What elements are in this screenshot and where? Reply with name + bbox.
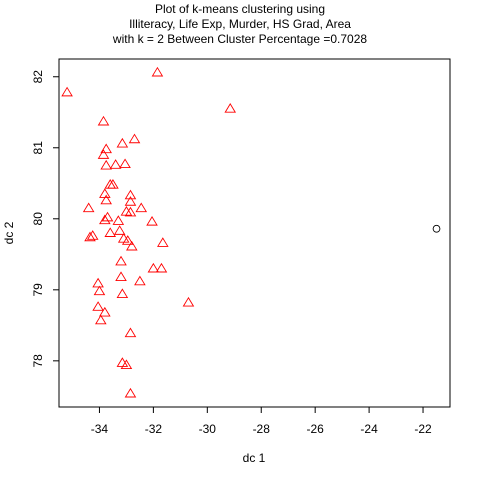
data-point-triangle	[97, 149, 110, 159]
y-tick-label: 81	[31, 141, 45, 155]
data-point-triangle	[151, 66, 164, 77]
data-point-triangle	[119, 158, 131, 169]
data-point-triangle	[92, 301, 104, 311]
data-point-triangle	[124, 206, 137, 217]
data-point-triangle	[116, 288, 129, 299]
data-point-triangle	[115, 255, 127, 266]
chart-title-line-1: Plot of k-means clustering using	[154, 2, 326, 16]
data-point-triangle	[99, 188, 111, 198]
data-point-triangle	[86, 230, 99, 240]
data-point-triangle	[224, 103, 237, 113]
data-point-triangle	[115, 271, 127, 281]
data-point-triangle	[147, 262, 160, 273]
data-point-triangle	[107, 179, 119, 189]
data-point-triangle	[99, 214, 111, 225]
data-point-triangle	[124, 387, 137, 398]
data-point-triangle	[146, 215, 158, 226]
data-point-triangle	[120, 359, 133, 370]
x-tick-label: -32	[145, 422, 163, 436]
data-point-triangle	[182, 296, 195, 307]
data-point-triangle	[101, 211, 114, 222]
x-tick-label: -22	[414, 422, 432, 436]
x-tick-label: -34	[91, 422, 109, 436]
data-point-triangle	[113, 225, 126, 235]
data-point-triangle	[124, 196, 137, 206]
data-point-triangle	[124, 327, 137, 338]
data-point-triangle	[61, 86, 73, 97]
data-point-triangle	[104, 227, 117, 237]
x-tick-label: -24	[360, 422, 378, 436]
data-point-triangle	[82, 202, 95, 213]
data-point-triangle	[117, 233, 130, 243]
data-point-triangle	[135, 202, 148, 213]
x-axis-label: dc 1	[243, 451, 266, 465]
y-tick-label: 80	[31, 212, 45, 226]
data-point-circle	[432, 224, 441, 233]
data-point-triangle	[128, 133, 141, 144]
data-point-triangle	[120, 206, 133, 216]
data-point-triangle	[116, 357, 129, 367]
x-tick-label: -26	[307, 422, 325, 436]
data-point-triangle	[157, 237, 169, 247]
data-point-triangle	[95, 314, 107, 325]
data-point-triangle	[116, 137, 129, 148]
data-point-triangle	[121, 235, 134, 245]
y-axis: 78 79 80 81 82	[31, 70, 59, 368]
x-tick-label: -30	[199, 422, 217, 436]
data-point-triangle	[112, 215, 125, 225]
y-tick-label: 79	[31, 283, 45, 297]
x-tick-label: -28	[253, 422, 271, 436]
plot-frame	[58, 58, 451, 408]
chart-title-line-3: with k = 2 Between Cluster Percentage =0…	[112, 32, 368, 46]
data-point-triangle	[126, 240, 138, 251]
data-point-triangle	[84, 231, 96, 242]
data-point-triangle	[109, 159, 122, 169]
data-point-triangle	[99, 306, 111, 317]
data-point-triangle	[155, 262, 168, 273]
data-points	[61, 66, 441, 398]
data-point-triangle	[100, 194, 112, 205]
y-axis-label: dc 2	[2, 221, 16, 244]
data-point-triangle	[97, 115, 110, 126]
data-point-triangle	[100, 143, 112, 154]
x-axis: -34 -32 -30 -28 -26 -24 -22	[91, 407, 432, 436]
data-point-triangle	[100, 159, 112, 170]
chart-title-line-2: Illiteracy, Life Exp, Murder, HS Grad, A…	[129, 17, 351, 31]
y-tick-label: 82	[31, 70, 45, 84]
data-point-triangle	[92, 277, 104, 288]
data-point-triangle	[93, 285, 106, 296]
y-tick-label: 78	[31, 354, 45, 368]
data-point-triangle	[134, 275, 146, 286]
data-point-triangle	[124, 189, 137, 200]
